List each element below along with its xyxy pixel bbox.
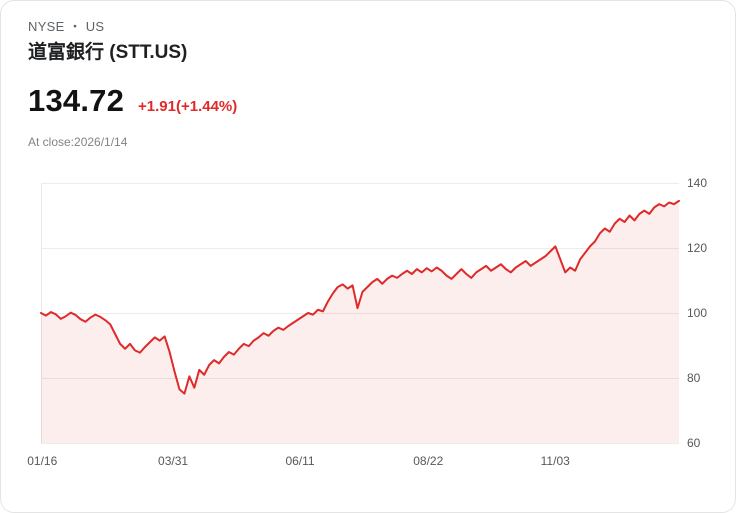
x-tick-label: 06/11 bbox=[285, 454, 315, 468]
stock-title: 道富銀行 (STT.US) bbox=[28, 42, 188, 63]
y-tick-label: 140 bbox=[687, 176, 708, 190]
x-tick-label: 03/31 bbox=[158, 454, 189, 468]
gridline-80 bbox=[41, 378, 679, 379]
x-tick-label: 08/22 bbox=[413, 454, 444, 468]
price-change: +1.91(+1.44%) bbox=[138, 98, 238, 115]
gridline-60 bbox=[41, 443, 679, 444]
price-chart-svg[interactable] bbox=[40, 183, 680, 443]
y-tick-label: 80 bbox=[687, 371, 701, 385]
y-tick-label: 100 bbox=[687, 306, 708, 320]
gridline-120 bbox=[41, 248, 679, 249]
y-tick-label: 120 bbox=[687, 241, 708, 255]
exchange-label: NYSE ・ US bbox=[28, 19, 105, 34]
last-price: 134.72 bbox=[28, 83, 125, 118]
price-chart[interactable]: 140 120 100 80 60 01/16 03/31 06/11 08/22 11/03 bbox=[27, 176, 707, 468]
close-timestamp: At close:2026/1/14 bbox=[28, 135, 128, 149]
x-tick-label: 11/03 bbox=[540, 454, 570, 468]
y-tick-label: 60 bbox=[687, 436, 701, 450]
price-line bbox=[40, 199, 680, 395]
price-area-fill bbox=[41, 200, 679, 443]
gridline-100 bbox=[41, 313, 679, 314]
x-tick-label: 01/16 bbox=[27, 454, 58, 468]
gridline-140 bbox=[41, 183, 679, 184]
price-row: 134.72 +1.91(+1.44%) bbox=[28, 83, 237, 119]
